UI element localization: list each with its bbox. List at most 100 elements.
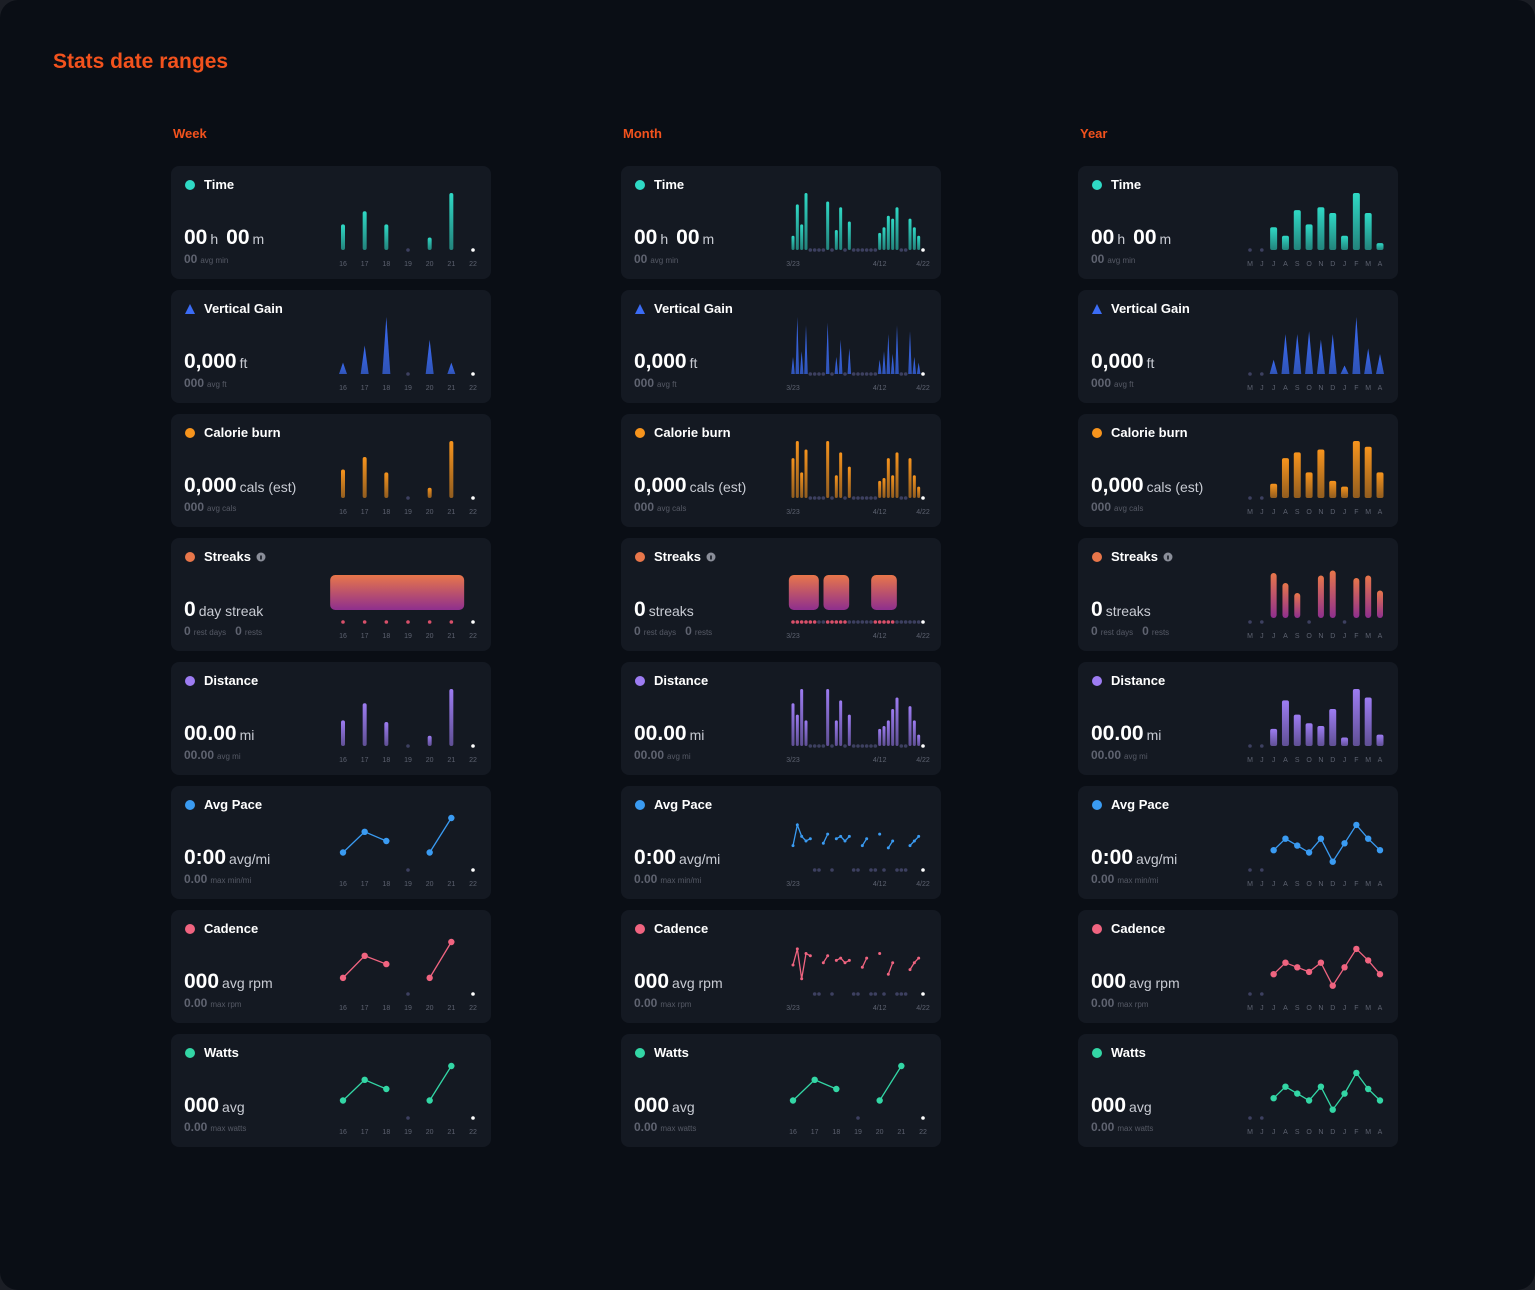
sub-value: 0.00 max watts xyxy=(184,1120,246,1134)
empty-day xyxy=(873,248,878,252)
empty-day xyxy=(1260,868,1264,872)
sub-unit: avg cals xyxy=(1114,504,1143,513)
empty-day xyxy=(817,868,821,872)
spike xyxy=(886,334,891,374)
sub-unit: rest days xyxy=(1101,628,1133,637)
line xyxy=(1273,823,1381,864)
card-background xyxy=(171,910,491,1023)
sub-number: 00.00 xyxy=(1091,748,1121,762)
bar xyxy=(878,232,882,250)
bar xyxy=(826,441,830,498)
main-unit: streaks xyxy=(649,603,694,619)
x-tick-label: O xyxy=(1306,757,1312,764)
x-tick-label: A xyxy=(1378,385,1383,392)
empty-day xyxy=(882,868,886,872)
point xyxy=(426,1097,433,1104)
card-background xyxy=(171,662,491,775)
point xyxy=(1305,1097,1313,1104)
point xyxy=(1270,971,1277,978)
empty-day xyxy=(873,496,878,500)
x-tick-label: 16 xyxy=(339,881,347,888)
spike xyxy=(1316,339,1325,374)
empty-day xyxy=(821,372,826,376)
card-title: Streaks xyxy=(654,549,701,564)
x-tick-label: 4/12 xyxy=(873,1005,887,1012)
empty-day xyxy=(843,372,847,376)
sub-unit: avg mi xyxy=(667,752,691,761)
main-unit: avg xyxy=(672,1099,695,1115)
card-icon xyxy=(185,676,195,686)
empty-day xyxy=(821,496,826,500)
x-tick-label: F xyxy=(1354,881,1358,888)
main-number: 00.00 xyxy=(184,722,237,745)
card-background xyxy=(1078,1034,1398,1147)
empty-day xyxy=(843,744,847,748)
x-tick-label: A xyxy=(1283,1129,1288,1136)
sub-value: 0.00 max watts xyxy=(634,1120,696,1134)
sub-unit: max rpm xyxy=(660,1000,691,1009)
point xyxy=(886,846,890,850)
sub-number: 0.00 xyxy=(634,1120,658,1134)
x-tick-label: 21 xyxy=(897,1129,905,1136)
x-tick-label: J xyxy=(1343,633,1347,640)
streak-day xyxy=(791,620,795,624)
card-background xyxy=(171,1034,491,1147)
empty-day xyxy=(921,248,925,252)
streak-pill xyxy=(1365,575,1372,618)
spike xyxy=(847,348,852,374)
x-tick-label: 21 xyxy=(447,509,455,516)
bar xyxy=(839,700,843,746)
bar xyxy=(1364,697,1372,746)
x-tick-label: 4/12 xyxy=(873,881,887,888)
x-tick-label: J xyxy=(1272,757,1276,764)
empty-day xyxy=(817,992,821,996)
card-background xyxy=(1078,538,1398,651)
bar xyxy=(878,480,882,498)
sub-value: 0.00 max watts xyxy=(1091,1120,1153,1134)
x-tick-label: 4/12 xyxy=(873,509,887,516)
bar xyxy=(1329,708,1337,746)
sub-unit: avg ft xyxy=(207,380,227,389)
bar xyxy=(804,193,808,250)
spike xyxy=(382,317,391,374)
card-icon xyxy=(635,1048,645,1058)
point xyxy=(1270,1095,1277,1102)
card-background xyxy=(621,1034,941,1147)
x-tick-label: 21 xyxy=(447,757,455,764)
card-title: Streaks xyxy=(204,549,251,564)
main-number: 0,000 xyxy=(1091,474,1144,497)
x-tick-label: J xyxy=(1260,261,1264,268)
bar xyxy=(895,207,899,250)
sub-unit: max watts xyxy=(1117,1124,1153,1133)
empty-day xyxy=(869,992,873,996)
empty-day xyxy=(406,496,410,500)
sub-value: 0 rest days 0 rests xyxy=(1091,624,1169,638)
point xyxy=(1282,835,1289,842)
empty-day xyxy=(851,248,856,252)
main-number: 000 xyxy=(184,1094,219,1117)
x-tick-label: N xyxy=(1318,385,1323,392)
sub-number: 0.00 xyxy=(1091,1120,1115,1134)
point xyxy=(847,958,851,962)
bar xyxy=(427,735,432,746)
empty-day xyxy=(1260,372,1264,376)
bar xyxy=(384,224,389,250)
bar xyxy=(804,720,808,746)
x-tick-label: 16 xyxy=(339,385,347,392)
point xyxy=(448,814,455,822)
sub-unit: avg mi xyxy=(1124,752,1148,761)
card-background xyxy=(1078,290,1398,403)
point xyxy=(361,828,368,835)
bar xyxy=(917,486,921,498)
x-tick-label: N xyxy=(1318,757,1323,764)
x-tick-label: 18 xyxy=(382,757,390,764)
x-tick-label: 22 xyxy=(469,633,477,640)
sub-unit: avg cals xyxy=(207,504,236,513)
x-tick-label: S xyxy=(1295,881,1300,888)
spike xyxy=(908,331,912,374)
bar xyxy=(384,472,389,498)
x-tick-label: 16 xyxy=(339,509,347,516)
empty-day xyxy=(856,248,860,252)
